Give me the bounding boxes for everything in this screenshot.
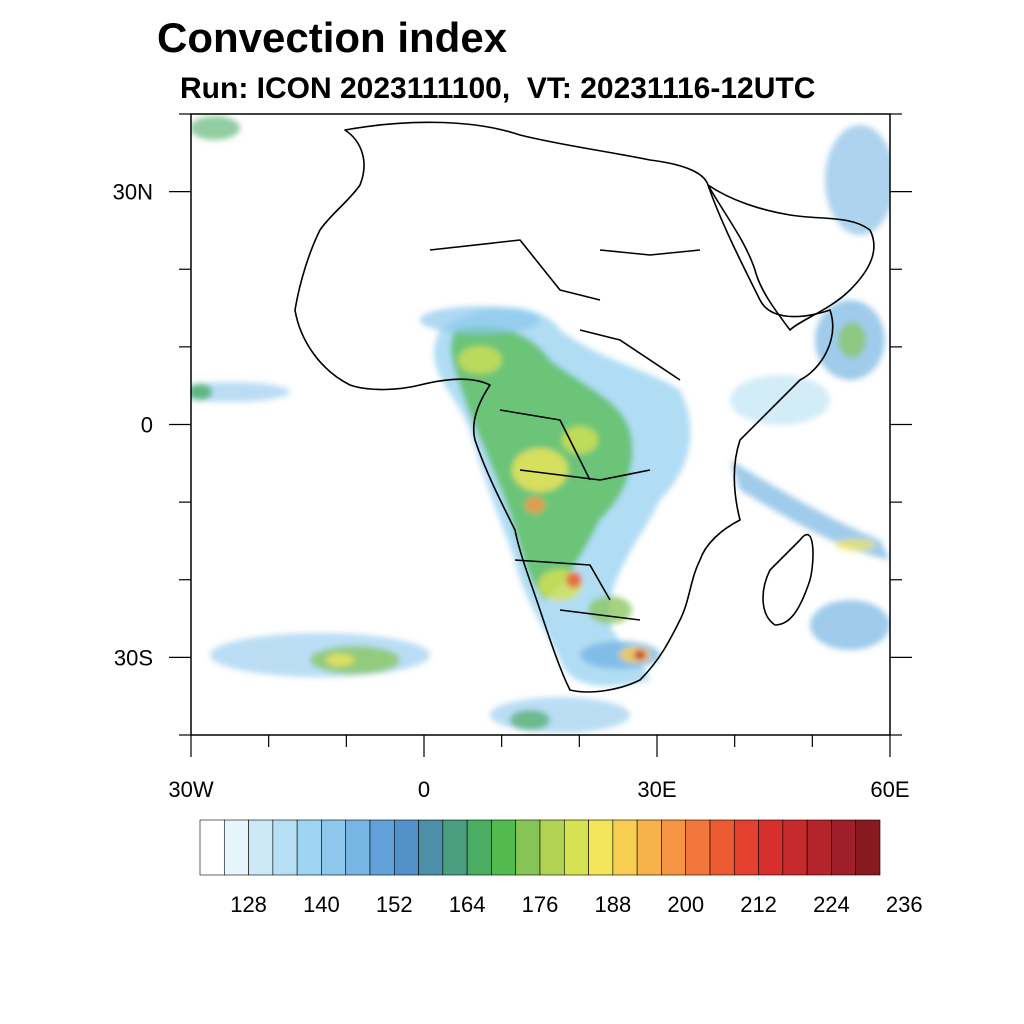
colorbar-box xyxy=(758,819,784,876)
colorbar-label: 224 xyxy=(813,892,850,917)
colorbar-box xyxy=(855,819,881,876)
colorbar-label: 176 xyxy=(522,892,559,917)
chart-subtitle: Run: ICON 2023111100, VT: 20231116-12UTC xyxy=(180,72,816,105)
axis-ticks xyxy=(169,113,912,757)
colorbar-box xyxy=(393,819,419,876)
lon-tick-label: 30E xyxy=(637,777,676,802)
axis-labels: 30W 0 30E 60E 30N 0 30S xyxy=(113,180,910,802)
colorbar-box xyxy=(223,819,249,876)
colorbar-box xyxy=(321,819,347,876)
colorbar-label: 152 xyxy=(376,892,413,917)
lat-tick-label: 30N xyxy=(113,180,153,205)
colorbar-box xyxy=(418,819,444,876)
coastline xyxy=(294,121,875,693)
convection-field xyxy=(191,116,890,733)
colorbar-box xyxy=(466,819,492,876)
colorbar-box xyxy=(709,819,735,876)
colorbar-box xyxy=(442,819,468,876)
lat-tick-label: 0 xyxy=(141,413,153,438)
colorbar: 128 140 152 164 176 188 200 212 224 236 xyxy=(199,819,923,917)
colorbar-box xyxy=(636,819,662,876)
colorbar-box xyxy=(369,819,395,876)
colorbar-label: 128 xyxy=(230,892,267,917)
colorbar-box xyxy=(612,819,638,876)
colorbar-label: 236 xyxy=(886,892,923,917)
colorbar-label: 212 xyxy=(740,892,777,917)
lon-tick-label: 60E xyxy=(870,777,909,802)
colorbar-box xyxy=(345,819,371,876)
colorbar-box xyxy=(563,819,589,876)
colorbar-box xyxy=(782,819,808,876)
lat-tick-label: 30S xyxy=(114,645,153,670)
colorbar-box xyxy=(539,819,565,876)
colorbar-box xyxy=(515,819,541,876)
lon-tick-label: 0 xyxy=(418,777,430,802)
colorbar-label: 140 xyxy=(303,892,340,917)
colorbar-label: 164 xyxy=(449,892,486,917)
colorbar-label: 188 xyxy=(594,892,631,917)
colorbar-box xyxy=(248,819,274,876)
colorbar-box xyxy=(296,819,322,876)
chart-title: Convection index xyxy=(157,14,508,61)
colorbar-box xyxy=(831,819,857,876)
colorbar-box xyxy=(272,819,298,876)
colorbar-box xyxy=(685,819,711,876)
colorbar-box xyxy=(199,819,225,876)
colorbar-box xyxy=(806,819,832,876)
colorbar-box xyxy=(733,819,759,876)
colorbar-box xyxy=(661,819,687,876)
colorbar-box xyxy=(491,819,517,876)
lon-tick-label: 30W xyxy=(168,777,213,802)
colorbar-box xyxy=(588,819,614,876)
colorbar-label: 200 xyxy=(667,892,704,917)
